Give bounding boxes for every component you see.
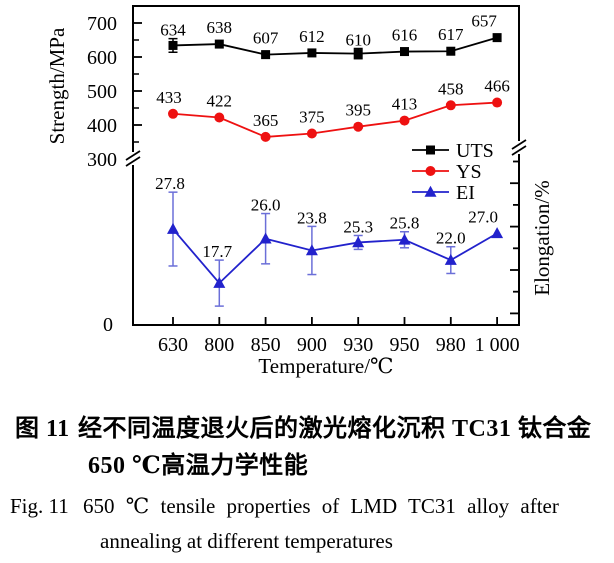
uts-marker	[168, 40, 178, 50]
ys-marker	[260, 131, 271, 142]
data-label: 26.0	[251, 196, 281, 215]
ei-marker	[352, 236, 365, 248]
data-label: 365	[253, 111, 279, 130]
ys-marker	[399, 115, 410, 126]
caption-en-line1: 650 ℃ tensile properties of LMD TC31 all…	[83, 494, 559, 518]
figure-number-cn: 图 11	[15, 416, 70, 442]
uts-marker	[400, 47, 409, 57]
ys-line	[172, 101, 498, 138]
ei-marker	[167, 222, 179, 234]
ei-marker	[491, 227, 504, 239]
caption-cn-line1: 经不同温度退火后的激光熔化沉积 TC31 钛合金	[78, 416, 592, 442]
series-ei: 27.8 17.7 26.0 23.8 25.3 25.8 22.027.0	[155, 174, 504, 307]
tensile-properties-chart: 700 600 500 400 300 0 630 800 850 900 930 950 980 1 0…	[45, 5, 554, 378]
ys-marker	[306, 128, 317, 139]
uts-marker	[307, 48, 317, 58]
data-label: 375	[299, 108, 325, 127]
legend-circle-marker	[425, 166, 436, 176]
left-break-icon	[125, 150, 141, 161]
data-label: 612	[299, 27, 325, 46]
data-label: 466	[484, 77, 510, 96]
ys-marker	[492, 97, 503, 108]
x-tick-label: 900	[297, 334, 327, 356]
ei-line	[172, 228, 498, 285]
left-tick-label: 300	[87, 149, 117, 171]
left-axis: 700 600 500 400 300 0	[87, 13, 142, 336]
data-label: 23.8	[297, 208, 327, 227]
data-label: 458	[438, 79, 464, 98]
data-label: 395	[345, 101, 371, 120]
ei-marker	[259, 232, 272, 244]
left-tick-label: 500	[87, 81, 117, 103]
data-label: 617	[438, 25, 464, 44]
x-tick-label: 980	[436, 334, 466, 356]
x-axis-title: Temperature/℃	[258, 354, 393, 378]
data-label: 657	[471, 12, 497, 31]
data-label: 422	[207, 92, 233, 111]
right-break-gap	[513, 141, 525, 154]
uts-marker	[261, 50, 271, 60]
ei-marker	[213, 276, 226, 288]
ys-marker	[214, 112, 225, 123]
uts-line	[172, 36, 498, 56]
y-axis-title-left: Strength/MPa	[45, 27, 69, 144]
data-label: 25.8	[390, 214, 420, 233]
data-label: 610	[345, 31, 371, 50]
data-label: 413	[392, 95, 418, 114]
data-label: 634	[160, 21, 186, 40]
caption-en-line2: annealing at different temperatures	[100, 529, 393, 553]
x-tick-label: 630	[158, 334, 188, 356]
uts-marker	[492, 33, 502, 43]
figure-number-en: Fig. 11	[10, 494, 69, 518]
data-label: 27.8	[155, 174, 185, 193]
data-label: 17.7	[202, 242, 232, 261]
legend-triangle-marker	[424, 185, 437, 197]
series-uts: 634 638 607 612 610 616 617 657	[160, 12, 502, 60]
right-axis	[510, 160, 518, 315]
caption-chinese: 图 11 经不同温度退火后的激光熔化沉积 TC31 钛合金 650 ℃高温力学性…	[0, 411, 614, 485]
axis-breaks	[125, 139, 527, 167]
left-tick-label: 400	[87, 115, 117, 137]
left-break-icon	[125, 156, 141, 167]
ys-marker	[353, 121, 364, 132]
right-break-icon	[511, 139, 527, 150]
left-tick-label: 700	[87, 13, 117, 35]
data-label: 433	[156, 88, 182, 107]
caption-cn-line2: 650 ℃高温力学性能	[88, 453, 309, 479]
data-label: 22.0	[436, 229, 466, 248]
uts-marker	[353, 49, 363, 59]
y-axis-title-right: Elongation/%	[530, 180, 554, 295]
caption-english: Fig. 11 650 ℃ tensile properties of LMD …	[0, 489, 614, 559]
ei-marker	[444, 253, 457, 265]
ys-marker	[445, 100, 456, 111]
series-ys: 433 422 365 375 395 413 458 466	[156, 77, 510, 142]
legend-label: EI	[456, 182, 475, 204]
ei-marker	[398, 233, 411, 245]
legend-label: YS	[456, 161, 482, 183]
ei-marker	[305, 244, 318, 256]
legend-square-marker	[426, 145, 435, 155]
uts-marker	[446, 46, 456, 56]
legend-label: UTS	[456, 140, 494, 162]
x-tick-label: 930	[343, 334, 373, 356]
ys-marker	[168, 108, 178, 119]
left-tick-label: 600	[87, 47, 117, 69]
x-tick-label: 800	[204, 334, 234, 356]
data-label: 638	[207, 18, 233, 37]
data-label: 616	[392, 26, 418, 45]
x-tick-label: 1 000	[475, 334, 520, 356]
data-label: 607	[253, 29, 279, 48]
x-tick-label: 950	[390, 334, 420, 356]
x-tick-label: 850	[251, 334, 281, 356]
data-label: 27.0	[468, 207, 498, 226]
left-zero-label: 0	[103, 314, 113, 336]
x-axis: 630 800 850 900 930 950 980 1 000	[158, 317, 520, 356]
uts-marker	[214, 39, 224, 49]
right-break-icon	[511, 145, 527, 156]
plot-frame	[132, 5, 520, 326]
data-label: 25.3	[343, 217, 373, 236]
left-break-gap	[127, 152, 139, 165]
